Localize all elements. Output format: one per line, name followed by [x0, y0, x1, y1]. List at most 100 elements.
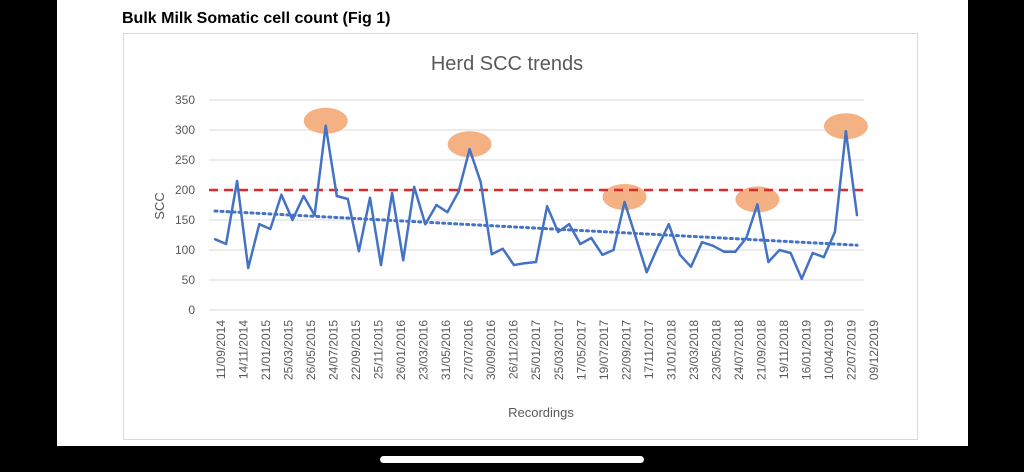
data-point: [468, 148, 471, 151]
data-point: [368, 196, 372, 199]
series-layer: [213, 124, 859, 281]
x-tick-label: 17/05/2017: [574, 320, 588, 380]
trendline-layer: [213, 209, 859, 247]
data-point: [258, 223, 261, 226]
x-tick-label: 25/01/2017: [529, 320, 543, 380]
x-tick-label: 24/07/2015: [327, 320, 341, 380]
data-point: [424, 223, 427, 226]
trendline: [213, 209, 859, 247]
herd-scc-chart: Herd SCC trends 0 50 100 150 200 250 300 350 11…: [152, 53, 881, 420]
data-point: [556, 230, 560, 234]
y-tick-label: 50: [182, 273, 196, 287]
x-tick-label: 11/09/2014: [214, 320, 228, 379]
x-tick-label: 22/09/2017: [619, 320, 633, 380]
data-point: [335, 194, 338, 198]
data-point: [833, 230, 837, 234]
y-tick-label: 200: [175, 183, 195, 197]
data-point: [302, 194, 305, 198]
data-point: [568, 223, 571, 226]
x-tick-label: 26/01/2016: [394, 320, 408, 380]
x-tick-label: 30/09/2016: [484, 320, 498, 380]
data-point: [645, 271, 648, 274]
data-point: [379, 263, 383, 267]
peak-highlight: [447, 131, 492, 158]
data-point: [667, 223, 671, 226]
data-point: [413, 185, 416, 189]
data-point: [745, 236, 748, 240]
x-tick-label: 24/07/2018: [732, 320, 746, 380]
chart-container: Herd SCC trends 0 50 100 150 200 250 300 350 11…: [123, 33, 918, 440]
data-point: [390, 191, 394, 195]
y-axis-title: SCC: [152, 192, 167, 219]
y-tick-label: 0: [188, 303, 195, 317]
data-point: [756, 203, 759, 206]
data-point: [346, 197, 350, 201]
x-tick-label: 23/03/2016: [417, 320, 431, 380]
data-point: [291, 218, 294, 222]
data-point: [269, 227, 272, 231]
data-point: [490, 253, 493, 256]
data-point: [479, 181, 482, 184]
data-point: [678, 253, 682, 256]
data-point: [711, 244, 715, 247]
data-point: [778, 248, 781, 252]
figure-heading: Bulk Milk Somatic cell count (Fig 1): [122, 10, 391, 27]
x-tick-label: 22/07/2019: [844, 320, 858, 380]
data-point: [789, 251, 792, 255]
data-point: [280, 193, 283, 196]
data-point: [357, 250, 361, 253]
data-point: [313, 214, 316, 217]
data-point: [213, 238, 217, 241]
x-axis-ticks: 11/09/2014 14/11/2014 21/01/2015 25/03/2015…: [214, 320, 881, 380]
data-point: [401, 259, 405, 262]
data-point: [545, 205, 549, 208]
home-indicator-bar[interactable]: [380, 456, 644, 463]
x-tick-label: 16/01/2019: [799, 320, 813, 380]
data-point: [612, 248, 615, 252]
data-point: [247, 266, 250, 270]
x-tick-label: 26/11/2016: [507, 320, 521, 379]
y-tick-label: 250: [175, 153, 195, 167]
data-point: [689, 265, 693, 268]
peak-highlight: [303, 107, 348, 134]
data-point: [811, 251, 814, 255]
grid-lines: [209, 99, 864, 311]
data-point: [844, 130, 848, 133]
data-point: [534, 260, 538, 264]
x-tick-label: 21/01/2015: [259, 320, 273, 380]
chart-title: Herd SCC trends: [431, 53, 583, 75]
x-tick-label: 10/04/2019: [822, 320, 836, 380]
data-point: [324, 124, 327, 128]
data-point: [767, 260, 770, 264]
data-point: [634, 235, 637, 238]
data-point: [523, 262, 527, 265]
data-point: [501, 247, 504, 250]
data-point: [700, 241, 704, 244]
data-point: [457, 190, 460, 193]
x-tick-label: 31/05/2016: [439, 320, 453, 380]
peak-highlight: [823, 113, 868, 140]
data-point: [855, 214, 859, 217]
data-point: [512, 263, 516, 267]
x-tick-label: 25/03/2017: [552, 320, 566, 380]
x-tick-label: 19/11/2018: [777, 320, 791, 379]
data-point: [235, 179, 239, 183]
peak-highlight: [735, 186, 780, 213]
x-tick-label: 14/11/2014: [237, 320, 251, 379]
data-point: [822, 256, 825, 259]
data-point: [656, 245, 659, 249]
data-point: [590, 236, 593, 240]
x-tick-label: 23/05/2018: [709, 320, 723, 380]
data-point: [446, 211, 449, 214]
x-tick-label: 22/09/2015: [349, 320, 363, 380]
y-tick-label: 150: [175, 213, 195, 227]
data-point: [224, 242, 228, 246]
x-tick-label: 25/03/2015: [282, 320, 296, 380]
data-point: [601, 253, 604, 256]
data-point: [722, 250, 726, 253]
data-point: [800, 277, 803, 280]
data-point: [734, 250, 737, 253]
x-tick-label: 26/05/2015: [304, 320, 318, 380]
data-point: [623, 200, 626, 204]
y-tick-label: 100: [175, 243, 195, 257]
